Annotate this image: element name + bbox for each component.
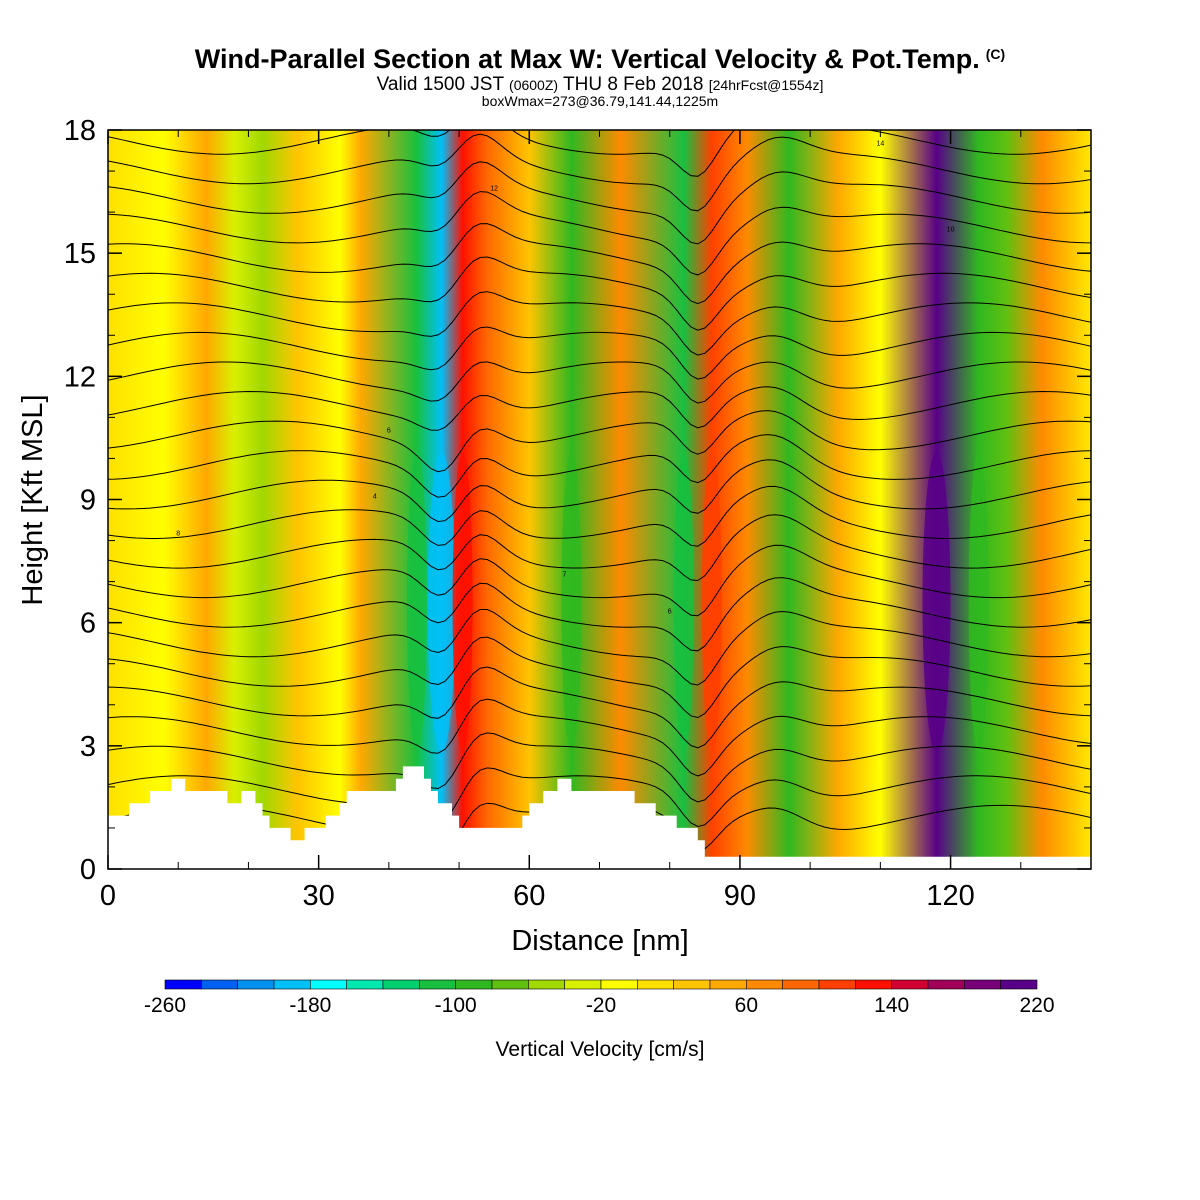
copyright-mark: (C) [985,46,1006,62]
colorbar-swatch [237,979,275,990]
vertical-velocity-field: 8 6 7 4 6 12 10 14 [108,130,1091,869]
contour-label: 14 [876,140,884,147]
theta-contour [108,256,1091,331]
y-tick-label: 3 [80,731,96,763]
colorbar-swatch [382,979,420,990]
colorbar-swatch [964,979,1001,990]
x-tick-label: 0 [100,880,116,912]
colorbar-tick-label: 140 [874,994,909,1017]
theta-contour [108,636,1091,719]
colorbar-tick-label: 60 [735,994,758,1017]
colorbar-swatch [564,979,602,990]
theta-contour [108,410,1091,473]
theta-contour [108,291,1091,356]
velocity-core [922,452,951,753]
contour-label: 10 [947,227,955,234]
velocity-core [673,452,694,753]
colorbar-label: Vertical Velocity [cm/s] [496,1038,705,1061]
y-tick-label: 15 [64,238,96,270]
contour-label: 12 [490,185,498,192]
theta-contour [108,767,1091,828]
y-axis-label: Height [Kft MSL] [17,394,49,605]
colorbar-swatch [491,979,529,990]
x-tick-label: 120 [926,880,974,912]
contour-label: 7 [562,571,566,578]
theta-contour [108,577,1091,652]
colorbar-swatch [1000,979,1038,990]
y-tick-label: 18 [64,115,96,147]
colorbar-tick-label: -100 [435,994,477,1017]
colorbar-swatch [455,979,493,990]
colorbar-swatch [273,979,311,990]
colorbar-tick-label: -20 [586,994,616,1017]
colorbar-swatch [709,979,747,990]
colorbar-swatch [201,979,238,990]
y-tick-label: 0 [80,854,96,886]
colorbar-swatch [782,979,820,990]
y-tick-label: 6 [80,608,96,640]
contour-label: 6 [387,428,391,435]
colorbar-swatch [528,979,565,990]
colorbar-swatch [855,979,892,990]
y-tick-label: 9 [80,485,96,517]
theta-contour [108,130,1091,177]
colorbar-swatch [637,979,674,990]
colorbar-swatch [419,979,456,990]
x-tick-label: 30 [303,880,335,912]
colorbar-swatch [673,979,711,990]
colorbar-swatch [310,979,347,990]
y-tick-label: 12 [64,361,96,393]
velocity-core [968,452,989,753]
theta-contour [108,191,1091,276]
velocity-core [561,452,582,753]
theta-contour [108,666,1091,749]
colorbar: -260 -180 -100 -20 60 140 220 [144,979,1055,1017]
theta-contour [108,609,1091,686]
colorbar-tick-label: -180 [289,994,331,1017]
theta-contour [108,698,1091,777]
colorbar-swatch [600,979,638,990]
colorbar-swatch [746,979,783,990]
colorbar-swatch [818,979,856,990]
theta-contour [108,434,1091,498]
colorbar-swatch [346,979,384,990]
chart-title: Wind-Parallel Section at Max W: Vertical… [194,44,1006,74]
chart-subtitle-2: boxWmax=273@36.79,141.44,1225m [481,93,719,109]
theta-contour [108,161,1091,245]
contour-label: 8 [176,530,180,537]
x-tick-label: 60 [513,880,545,912]
terrain-mask [108,766,1091,869]
colorbar-swatch [927,979,965,990]
colorbar-swatch [164,979,202,990]
velocity-core [406,452,427,753]
theta-contour [108,223,1091,305]
theta-contour [108,514,1091,582]
x-tick-label: 90 [724,880,756,912]
contour-label: 6 [668,608,672,615]
theta-contour [108,386,1091,431]
theta-contour [108,361,1091,404]
theta-contour [108,459,1091,523]
velocity-core [452,452,473,753]
theta-contour [108,133,1091,212]
colorbar-tick-label: 220 [1019,994,1054,1017]
contour-label: 4 [373,493,377,500]
theta-contour [108,544,1091,617]
colorbar-swatch [891,979,929,990]
x-axis-label: Distance [nm] [511,925,688,957]
theta-contour [108,485,1091,547]
theta-contour [108,326,1091,380]
theta-contour [108,732,1091,803]
colorbar-tick-label: -260 [144,994,186,1017]
chart-subtitle: Valid 1500 JST (0600Z) THU 8 Feb 2018 [2… [376,74,824,95]
